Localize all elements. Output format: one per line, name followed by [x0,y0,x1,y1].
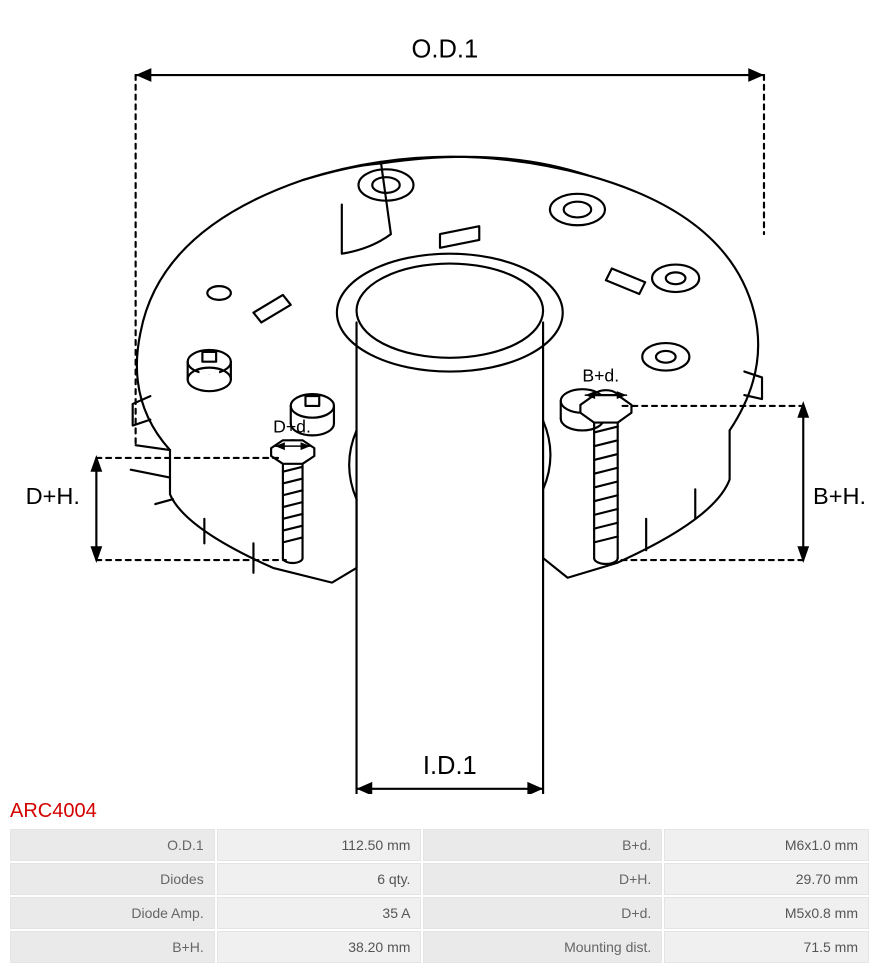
table-row: B+H. 38.20 mm Mounting dist. 71.5 mm [10,931,869,963]
spec-value2: 71.5 mm [664,931,869,963]
label-dh: D+H. [26,483,80,509]
diagram-svg: O.D.1 [8,8,871,794]
part-code: ARC4004 [10,800,871,823]
spec-value2: M6x1.0 mm [664,829,869,861]
technical-diagram: O.D.1 [8,8,871,794]
spec-value: 38.20 mm [217,931,422,963]
spec-value: 6 qty. [217,863,422,895]
spec-value2: 29.70 mm [664,863,869,895]
spec-label: B+H. [10,931,215,963]
spec-table: O.D.1 112.50 mm B+d. M6x1.0 mm Diodes 6 … [8,827,871,965]
spec-value2: M5x0.8 mm [664,897,869,929]
spec-value: 112.50 mm [217,829,422,861]
spec-label2: B+d. [423,829,662,861]
spec-label: Diode Amp. [10,897,215,929]
label-id1: I.D.1 [423,752,477,780]
spec-label: Diodes [10,863,215,895]
table-row: O.D.1 112.50 mm B+d. M6x1.0 mm [10,829,869,861]
table-row: Diode Amp. 35 A D+d. M5x0.8 mm [10,897,869,929]
label-bd: B+d. [582,365,619,385]
spec-value: 35 A [217,897,422,929]
stud-b [580,390,631,564]
label-bh: B+H. [813,483,866,509]
spec-label2: Mounting dist. [423,931,662,963]
table-row: Diodes 6 qty. D+H. 29.70 mm [10,863,869,895]
spec-label2: D+d. [423,897,662,929]
label-od1: O.D.1 [412,35,479,63]
spec-label2: D+H. [423,863,662,895]
spec-tbody: O.D.1 112.50 mm B+d. M6x1.0 mm Diodes 6 … [10,829,869,963]
label-dd: D+d. [273,416,311,436]
spec-label: O.D.1 [10,829,215,861]
